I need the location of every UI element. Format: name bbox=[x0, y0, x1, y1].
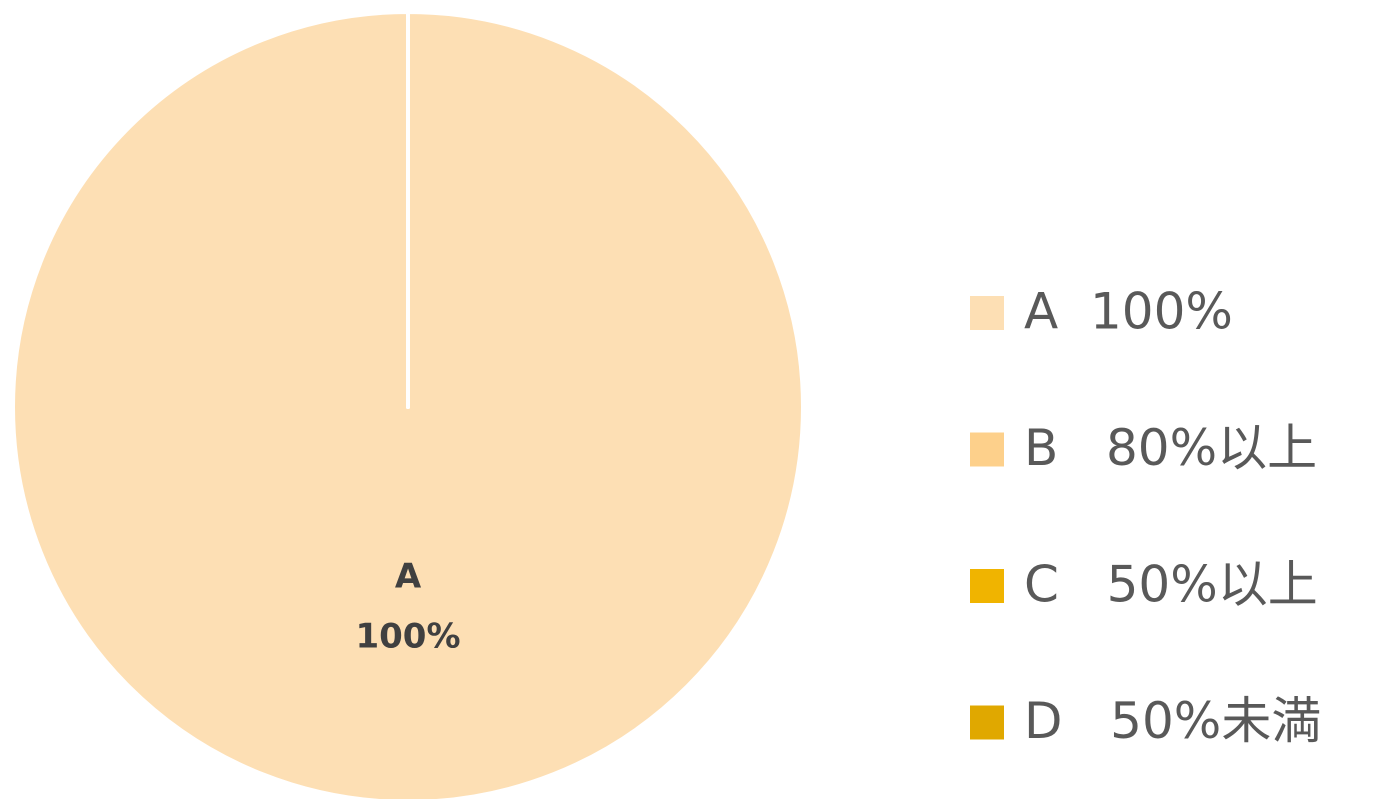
data-label-name: A bbox=[395, 557, 422, 597]
legend-label: B 80%以上 bbox=[1024, 419, 1317, 477]
data-label: 100% bbox=[355, 617, 460, 657]
legend-label: D 50%未満 bbox=[1024, 692, 1321, 750]
legend-swatch bbox=[970, 569, 1004, 603]
legend-swatch bbox=[970, 705, 1004, 740]
legend-label: C 50%以上 bbox=[1024, 556, 1318, 614]
legend-swatch bbox=[970, 432, 1004, 467]
legend-label: A 100% bbox=[1024, 283, 1233, 341]
legend-swatch bbox=[970, 296, 1004, 330]
